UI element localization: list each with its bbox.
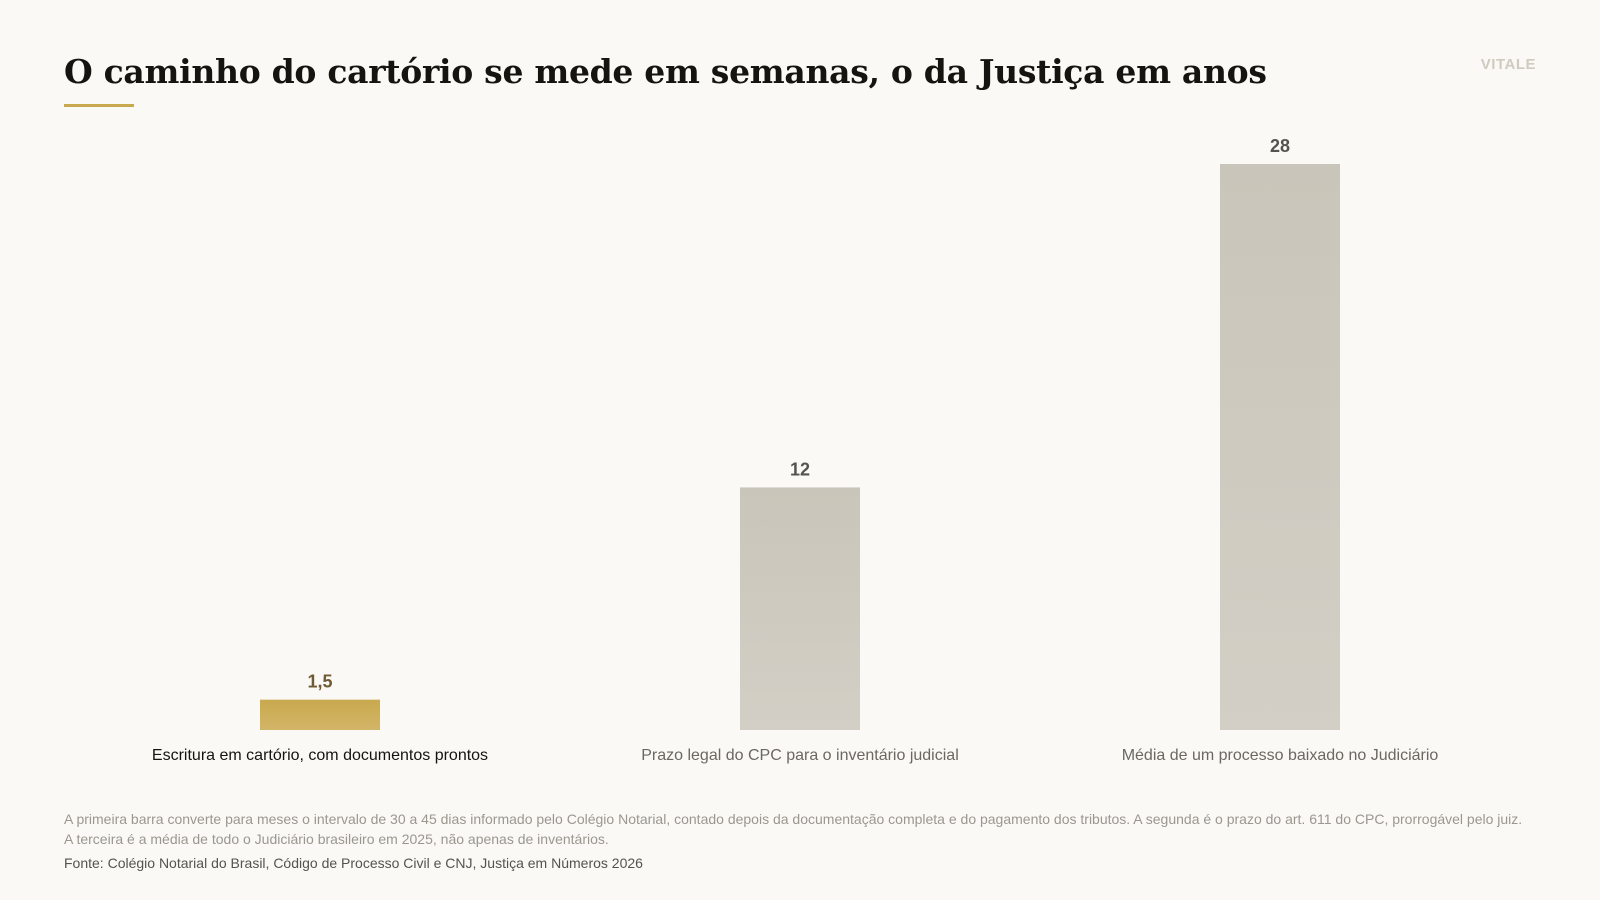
bar-2 xyxy=(740,487,860,730)
bar-value-label-1: 1,5 xyxy=(307,672,332,692)
category-label-3: Média de um processo baixado no Judiciár… xyxy=(1122,747,1439,764)
title-accent-rule xyxy=(64,104,134,107)
chart-footnote: A primeira barra converte para meses o i… xyxy=(64,811,1523,847)
bar-3 xyxy=(1220,164,1340,730)
bar-chart: 1,5 Escritura em cartório, com documentos… xyxy=(152,136,1438,764)
bar-value-label-2: 12 xyxy=(790,459,810,479)
bars-layer: 1,5 Escritura em cartório, com documentos… xyxy=(152,136,1438,764)
brand-logo: VITALE xyxy=(1480,56,1536,73)
category-label-2: Prazo legal do CPC para o inventário jud… xyxy=(641,747,959,764)
bar-value-label-3: 28 xyxy=(1270,136,1290,156)
chart-title: O caminho do cartório se mede em semanas… xyxy=(64,52,1267,91)
chart-source: Fonte: Colégio Notarial do Brasil, Códig… xyxy=(64,855,643,871)
bar-1 xyxy=(260,699,380,730)
category-label-1: Escritura em cartório, com documentos pr… xyxy=(152,747,488,764)
